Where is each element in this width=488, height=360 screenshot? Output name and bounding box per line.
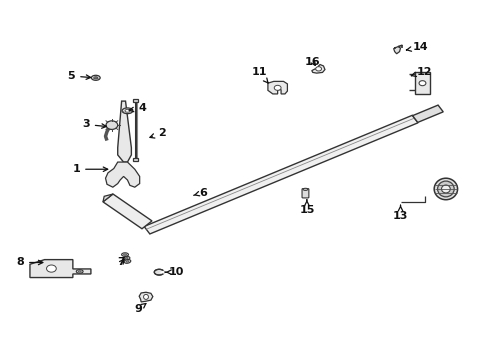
Text: 1: 1 bbox=[72, 164, 107, 174]
Ellipse shape bbox=[123, 256, 130, 260]
Ellipse shape bbox=[124, 260, 130, 263]
Polygon shape bbox=[30, 260, 91, 278]
Circle shape bbox=[418, 81, 425, 86]
Text: 13: 13 bbox=[392, 205, 407, 221]
Ellipse shape bbox=[125, 257, 128, 259]
Polygon shape bbox=[103, 194, 113, 202]
FancyBboxPatch shape bbox=[302, 189, 308, 198]
Ellipse shape bbox=[126, 261, 129, 262]
Ellipse shape bbox=[433, 178, 457, 200]
FancyBboxPatch shape bbox=[133, 99, 138, 102]
Ellipse shape bbox=[437, 181, 453, 197]
Ellipse shape bbox=[122, 253, 128, 256]
Ellipse shape bbox=[303, 188, 307, 190]
Text: 2: 2 bbox=[150, 129, 165, 138]
Circle shape bbox=[46, 265, 56, 272]
Text: 10: 10 bbox=[165, 267, 183, 277]
Polygon shape bbox=[412, 105, 442, 122]
FancyBboxPatch shape bbox=[414, 72, 429, 94]
Text: 14: 14 bbox=[406, 42, 427, 52]
Text: 3: 3 bbox=[82, 120, 106, 129]
Text: 8: 8 bbox=[16, 257, 43, 267]
Circle shape bbox=[274, 85, 281, 90]
Polygon shape bbox=[139, 292, 153, 302]
Text: 16: 16 bbox=[305, 57, 320, 67]
Ellipse shape bbox=[143, 294, 148, 300]
Polygon shape bbox=[311, 64, 325, 73]
Polygon shape bbox=[118, 101, 131, 162]
Wedge shape bbox=[159, 270, 163, 274]
Circle shape bbox=[106, 121, 118, 130]
Text: 15: 15 bbox=[299, 200, 314, 216]
FancyBboxPatch shape bbox=[133, 158, 138, 161]
Text: 5: 5 bbox=[67, 71, 90, 81]
Ellipse shape bbox=[78, 271, 81, 272]
Ellipse shape bbox=[154, 269, 163, 275]
Ellipse shape bbox=[441, 185, 449, 193]
Ellipse shape bbox=[123, 254, 126, 255]
Text: 7: 7 bbox=[118, 257, 125, 267]
Ellipse shape bbox=[76, 270, 83, 273]
Text: 11: 11 bbox=[251, 67, 267, 83]
Polygon shape bbox=[393, 46, 400, 54]
Ellipse shape bbox=[94, 77, 98, 79]
Polygon shape bbox=[267, 81, 287, 94]
Polygon shape bbox=[103, 194, 152, 229]
Text: 12: 12 bbox=[410, 67, 432, 77]
Polygon shape bbox=[105, 162, 140, 187]
Circle shape bbox=[315, 67, 321, 71]
Polygon shape bbox=[144, 115, 417, 234]
Ellipse shape bbox=[91, 75, 100, 80]
Text: 6: 6 bbox=[193, 188, 206, 198]
Ellipse shape bbox=[122, 108, 133, 114]
Ellipse shape bbox=[125, 109, 130, 112]
Text: 4: 4 bbox=[129, 103, 146, 113]
Text: 9: 9 bbox=[135, 303, 145, 314]
